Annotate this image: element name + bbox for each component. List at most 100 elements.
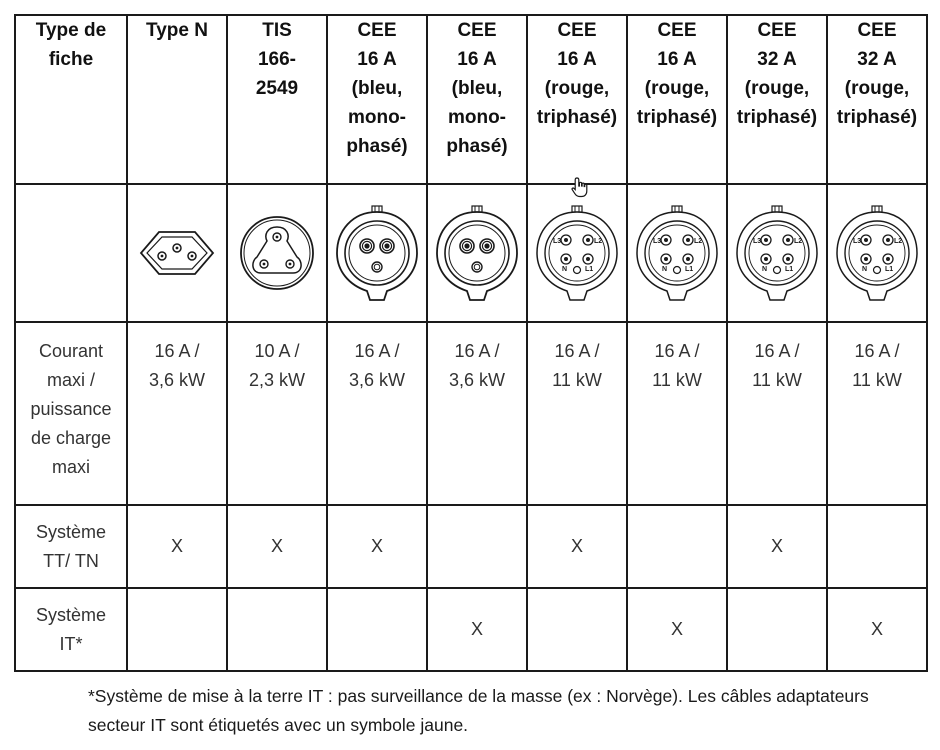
power-row-label: Courant maxi / puissance de charge maxi [30, 341, 112, 477]
table-cell: X [326, 504, 428, 589]
table-cell [226, 587, 328, 672]
row-label-cell: Système TT/ TN [14, 504, 128, 589]
plug-cee-16a-three-phase-icon: L3 L2 N L1 [636, 205, 718, 301]
power-value: 16 A / 3,6 kW [448, 341, 505, 390]
plug-cee-16a-single-phase-icon [336, 205, 418, 301]
header-cell-cee-16a-blue-1: CEE 16 A (bleu, mono- phasé) [326, 14, 428, 185]
compat-mark: X [370, 536, 383, 556]
table-cell: 16 A / 3,6 kW [426, 321, 528, 506]
table-cell: 16 A / 11 kW [826, 321, 928, 506]
pin-label-l3: L3 [853, 238, 861, 245]
it-row: Système IT* X X X [14, 587, 928, 672]
tt-tn-row-label: Système TT/ TN [35, 521, 107, 571]
table-cell: 16 A / 11 kW [726, 321, 828, 506]
header-cell-cee-32a-red-1: CEE 32 A (rouge, triphasé) [726, 14, 828, 185]
icon-cell [126, 183, 228, 323]
row-label-cell: Courant maxi / puissance de charge maxi [14, 321, 128, 506]
table-cell: X [426, 587, 528, 672]
header-label-cell: Type de fiche [14, 14, 128, 185]
table-cell: X [726, 504, 828, 589]
icon-cell: L3 L2 N L1 [726, 183, 828, 323]
table-cell: X [126, 504, 228, 589]
header-text: Type N [146, 20, 208, 41]
icon-cell: L3 L2 N L1 [826, 183, 928, 323]
compat-mark: X [670, 619, 683, 639]
footnote: *Système de mise à la terre IT : pas sur… [88, 686, 869, 735]
header-row: Type de fiche Type N TIS 166- 2549 CEE 1… [14, 14, 928, 185]
table-cell: 16 A / 11 kW [526, 321, 628, 506]
compat-mark: X [570, 536, 583, 556]
header-text: CEE 16 A (bleu, mono- phasé) [446, 20, 508, 157]
power-value: 16 A / 11 kW [652, 341, 702, 390]
power-value: 16 A / 11 kW [752, 341, 802, 390]
table-cell: X [526, 504, 628, 589]
table-cell [826, 504, 928, 589]
table-cell [726, 587, 828, 672]
icon-cell: L3 L2 N L1 [526, 183, 628, 323]
table-cell [526, 587, 628, 672]
compat-mark: X [870, 619, 883, 639]
icon-row: L3 L2 N L1 L3 L2 N L1 [14, 183, 928, 323]
row-label-cell: Système IT* [14, 587, 128, 672]
table-cell: 10 A / 2,3 kW [226, 321, 328, 506]
table-cell: 16 A / 11 kW [626, 321, 728, 506]
header-text: TIS 166- 2549 [255, 20, 299, 99]
pin-label-l1: L1 [885, 266, 893, 273]
hand-cursor-icon [570, 176, 590, 203]
table-cell: 16 A / 3,6 kW [126, 321, 228, 506]
header-text: CEE 16 A (rouge, triphasé) [536, 20, 618, 128]
pin-label-l2: L2 [794, 238, 802, 245]
plug-types-table: Type de fiche Type N TIS 166- 2549 CEE 1… [14, 14, 928, 672]
plug-cee-16a-three-phase-icon: L3 L2 N L1 [536, 205, 618, 301]
power-value: 16 A / 3,6 kW [348, 341, 405, 390]
compat-mark: X [270, 536, 283, 556]
table-cell [426, 504, 528, 589]
pin-label-l1: L1 [685, 266, 693, 273]
table-cell [326, 587, 428, 672]
compat-mark: X [470, 619, 483, 639]
pin-label-l3: L3 [753, 238, 761, 245]
icon-cell: L3 L2 N L1 [626, 183, 728, 323]
header-cell-cee-16a-red-2: CEE 16 A (rouge, triphasé) [626, 14, 728, 185]
compat-mark: X [770, 536, 783, 556]
pin-label-l3: L3 [553, 238, 561, 245]
pin-label-l1: L1 [585, 266, 593, 273]
power-value: 16 A / 11 kW [852, 341, 902, 390]
power-value: 10 A / 2,3 kW [248, 341, 305, 390]
pin-label-l2: L2 [694, 238, 702, 245]
pin-label-l1: L1 [785, 266, 793, 273]
power-value: 16 A / 11 kW [552, 341, 602, 390]
header-text: CEE 16 A (rouge, triphasé) [636, 20, 718, 128]
pin-label-l3: L3 [653, 238, 661, 245]
tt-tn-row: Système TT/ TN X X X X X [14, 504, 928, 589]
header-text: CEE 32 A (rouge, triphasé) [736, 20, 818, 128]
pin-label-n: N [862, 266, 867, 273]
pin-label-l2: L2 [894, 238, 902, 245]
header-cell-tis: TIS 166- 2549 [226, 14, 328, 185]
pin-label-n: N [562, 266, 567, 273]
it-row-label: Système IT* [35, 604, 107, 654]
header-label: Type de fiche [35, 20, 107, 70]
pin-label-n: N [662, 266, 667, 273]
header-text: CEE 32 A (rouge, triphasé) [836, 20, 918, 128]
plug-type-n-icon [139, 231, 215, 275]
plug-cee-16a-single-phase-icon [436, 205, 518, 301]
plug-tis-166-2549-icon [240, 216, 314, 290]
header-cell-cee-32a-red-2: CEE 32 A (rouge, triphasé) [826, 14, 928, 185]
icon-row-label [14, 183, 128, 323]
plug-cee-32a-three-phase-icon: L3 L2 N L1 [736, 205, 818, 301]
compat-mark: X [170, 536, 183, 556]
pin-label-l2: L2 [594, 238, 602, 245]
table-cell: X [626, 587, 728, 672]
table-cell: 16 A / 3,6 kW [326, 321, 428, 506]
power-value: 16 A / 3,6 kW [148, 341, 205, 390]
icon-cell [426, 183, 528, 323]
header-cell-type-n: Type N [126, 14, 228, 185]
table-cell: X [826, 587, 928, 672]
power-row: Courant maxi / puissance de charge maxi … [14, 321, 928, 506]
header-cell-cee-16a-blue-2: CEE 16 A (bleu, mono- phasé) [426, 14, 528, 185]
table-cell: X [226, 504, 328, 589]
table-cell [626, 504, 728, 589]
table-cell [126, 587, 228, 672]
header-text: CEE 16 A (bleu, mono- phasé) [346, 20, 408, 157]
